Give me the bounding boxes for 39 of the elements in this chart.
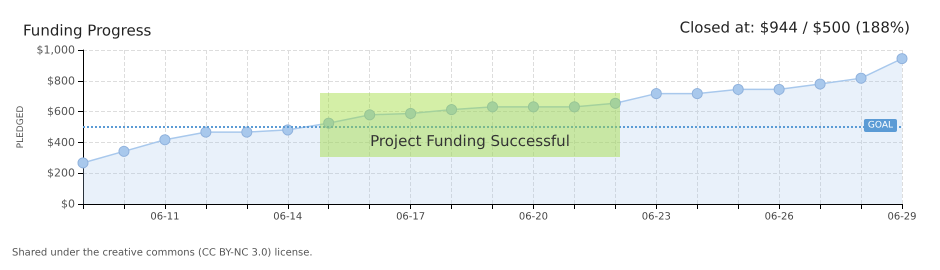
y-tick-label: $0 <box>61 198 75 210</box>
y-tick-label: $600 <box>47 105 75 118</box>
point <box>241 126 252 138</box>
point <box>692 88 703 100</box>
y-tick-label: $1,000 <box>36 44 75 56</box>
point <box>568 101 580 112</box>
annotation: Project Funding Successful <box>369 132 571 150</box>
point <box>487 101 498 112</box>
point <box>732 84 744 95</box>
point <box>78 157 88 168</box>
point <box>200 126 212 138</box>
x-tick-label: 06-29 <box>887 212 917 222</box>
y-tick-label: $800 <box>47 74 75 88</box>
point <box>528 101 539 112</box>
point <box>323 118 334 129</box>
point <box>896 53 908 64</box>
x-tick-label: 06-17 <box>396 212 426 222</box>
ref-line-label: GOAL <box>868 120 893 130</box>
point <box>856 72 867 84</box>
y-tick-label: $400 <box>47 136 75 149</box>
y-tick-label: $200 <box>47 166 75 180</box>
x-tick-label: 06-23 <box>642 212 671 222</box>
point <box>610 98 621 109</box>
y-axis-title: PLEDGED <box>16 106 26 148</box>
point <box>405 108 416 119</box>
point <box>650 88 662 100</box>
x-tick-label: 06-20 <box>518 212 548 222</box>
x-tick-label: 06-11 <box>150 212 180 222</box>
chart-title: Funding Progress <box>23 22 152 40</box>
point <box>118 146 130 157</box>
point <box>774 84 785 95</box>
text: Closed at: $944 / $500 (188%) <box>680 18 910 36</box>
point <box>159 134 170 146</box>
point <box>364 109 376 120</box>
point <box>814 78 826 90</box>
text: Shared under the creative commons (CC BY-NC 3.0) license. <box>12 248 313 258</box>
point <box>446 104 458 116</box>
x-tick-label: 06-26 <box>764 212 794 222</box>
x-tick-label: 06-14 <box>273 212 302 222</box>
